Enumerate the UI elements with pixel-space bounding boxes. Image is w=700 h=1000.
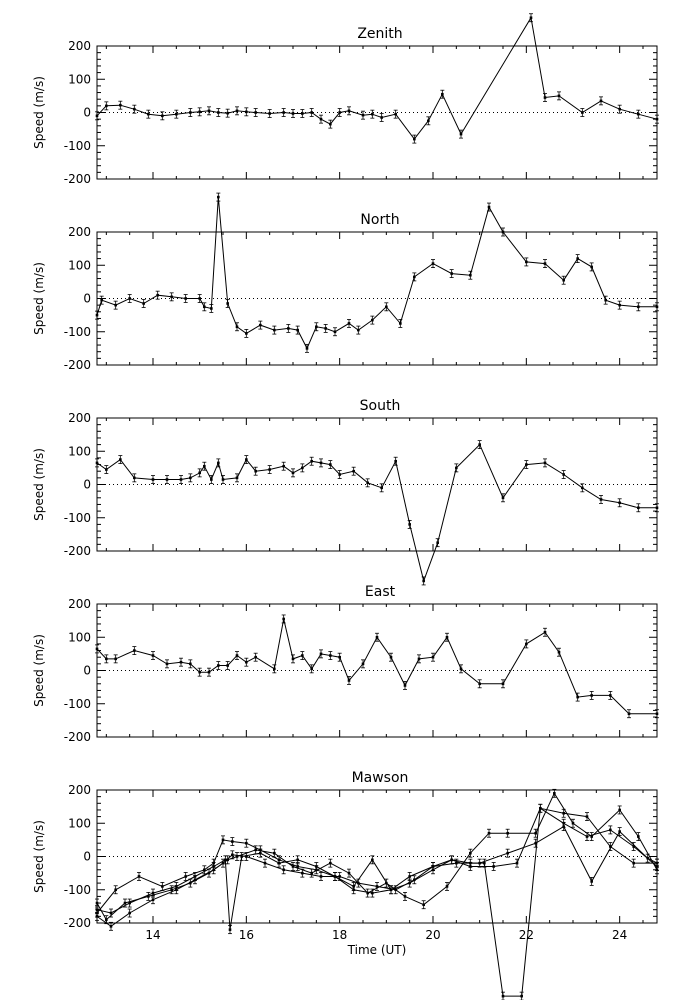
series-line <box>95 440 659 586</box>
panel-title: East <box>365 584 396 600</box>
y-tick-label: 0 <box>83 850 91 864</box>
y-tick-label: -200 <box>64 172 91 186</box>
series-line <box>95 803 659 1000</box>
panel-east: -200 -100 0 100 200 East Speed (m/s) <box>32 584 659 744</box>
y-tick-label: 200 <box>68 225 91 239</box>
panel-south: -200 -100 0 100 200 South Speed (m/s) <box>32 398 659 586</box>
y-tick-label: 200 <box>68 411 91 425</box>
panel-title: Zenith <box>357 26 402 42</box>
series-path <box>96 825 658 914</box>
y-tick-label: 100 <box>68 630 91 644</box>
y-tick-label: 0 <box>83 106 91 120</box>
series-line <box>95 788 659 931</box>
y-tick-label: -200 <box>64 730 91 744</box>
y-tick-label: 200 <box>68 597 91 611</box>
y-tick-label: 100 <box>68 72 91 86</box>
series-path <box>96 443 657 583</box>
y-axis-title: Speed (m/s) <box>32 262 46 335</box>
series-line <box>95 13 659 144</box>
x-tick-label: 22 <box>519 928 534 942</box>
series-line <box>95 822 659 918</box>
series-path <box>96 618 657 715</box>
y-tick-label: 0 <box>83 478 91 492</box>
y-tick-label: 0 <box>83 664 91 678</box>
y-tick-label: -200 <box>64 358 91 372</box>
x-tick-label: 20 <box>425 928 440 942</box>
series-path <box>96 807 657 997</box>
y-axis-title: Speed (m/s) <box>32 634 46 707</box>
y-tick-label: 0 <box>83 292 91 306</box>
x-tick-label: 24 <box>612 928 627 942</box>
x-tick-label: 14 <box>145 928 160 942</box>
x-axis-title: Time (UT) <box>347 943 407 957</box>
panel-mawson: -200 -100 0 100 200 Mawson Speed (m/s) 14 16 18 20… <box>32 770 659 1000</box>
series-path <box>96 792 658 927</box>
y-tick-label: -100 <box>64 697 91 711</box>
x-tick-label: 16 <box>239 928 254 942</box>
y-tick-label: -100 <box>64 883 91 897</box>
y-axis-title: Speed (m/s) <box>32 76 46 149</box>
y-tick-label: 100 <box>68 816 91 830</box>
series-path <box>96 16 658 140</box>
y-tick-label: 200 <box>68 783 91 797</box>
series-line <box>95 803 659 925</box>
y-axis-title: Speed (m/s) <box>32 820 46 893</box>
y-tick-label: -100 <box>64 139 91 153</box>
y-tick-label: -100 <box>64 325 91 339</box>
y-tick-label: 200 <box>68 39 91 53</box>
panel-title: North <box>360 212 399 228</box>
panel-title: South <box>360 398 401 414</box>
y-tick-label: 100 <box>68 444 91 458</box>
y-tick-label: 100 <box>68 258 91 272</box>
panel-zenith: -200 -100 0 100 200 Zenith Speed (m/s) <box>32 13 659 186</box>
y-tick-label: -100 <box>64 511 91 525</box>
x-tick-label: 18 <box>332 928 347 942</box>
y-axis-title: Speed (m/s) <box>32 448 46 521</box>
y-tick-label: -200 <box>64 916 91 930</box>
series-line <box>95 192 659 353</box>
series-line <box>95 614 659 719</box>
panel-north: -200 -100 0 100 200 North Speed (m/s) <box>32 192 659 372</box>
y-tick-label: -200 <box>64 544 91 558</box>
panel-title: Mawson <box>352 770 409 786</box>
